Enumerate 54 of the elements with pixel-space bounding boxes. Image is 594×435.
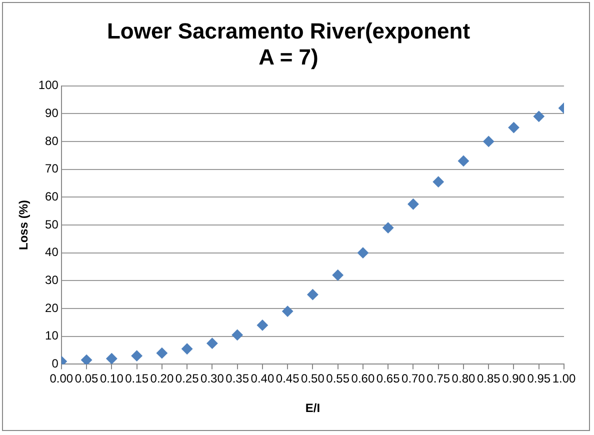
y-tick-label: 80 [45,134,59,148]
x-tick-label: 0.20 [150,372,174,386]
x-tick-label: 0.95 [527,372,551,386]
point [357,247,368,258]
y-tick-label: 30 [45,272,59,287]
point [131,350,142,362]
x-tick-label: 0.05 [74,372,99,386]
x-tick-label: 0.80 [452,372,476,386]
y-tick-label: 0 [52,356,59,371]
y-axis-title: Loss (%) [16,200,31,250]
y-tick-label: 20 [45,300,59,315]
point [206,338,218,349]
x-tick-label: 0.00 [50,372,74,386]
x-tick-label: 1.00 [552,372,576,386]
x-tick-label: 0.50 [301,372,325,386]
x-tick-label: 0.45 [276,372,300,386]
x-tick-label: 0.70 [402,372,426,386]
point [81,354,92,364]
x-tick-label: 0.75 [426,372,450,386]
point [282,306,294,317]
point [256,320,268,331]
x-tick-label: 0.15 [125,372,149,386]
point [533,110,544,122]
point [483,136,494,147]
y-tick-label: 50 [45,217,59,232]
y-tick-label: 10 [45,328,59,343]
x-tick-label: 0.25 [175,372,200,386]
y-tick-label: 60 [45,189,59,204]
point [106,353,118,364]
y-tick-label: 100 [38,78,59,92]
x-tick-label: 0.90 [502,372,526,386]
x-tick-label: 0.40 [250,372,274,386]
point [182,343,193,354]
x-tick-label: 0.55 [326,372,350,386]
x-tick-label: 0.85 [476,372,501,386]
point [408,198,419,210]
x-tick-label: 0.35 [226,372,250,386]
point [432,176,444,188]
chart-title: Lower Sacramento River(exponent A = 7) [106,18,471,70]
point [458,155,469,166]
x-tick-label: 0.30 [200,372,224,386]
y-tick-label: 90 [45,106,59,120]
point [156,348,168,359]
point [307,289,318,300]
x-tick-label: 0.10 [100,372,124,386]
point [232,329,243,340]
x-axis-title: E/I [305,401,320,416]
y-tick-label: 70 [45,162,59,176]
point [382,222,394,234]
point [508,122,520,134]
y-tick-label: 40 [45,245,59,260]
x-tick-label: 0.60 [351,372,375,386]
point [332,270,344,281]
x-tick-label: 0.65 [376,372,400,386]
